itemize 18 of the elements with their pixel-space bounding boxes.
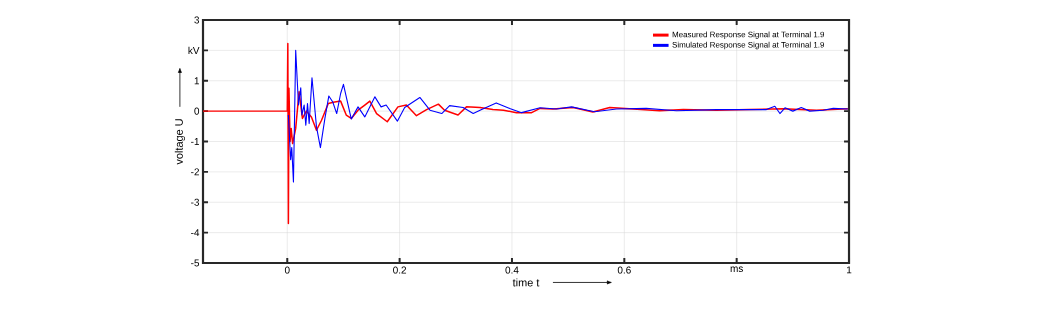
y-tick-label: -5 — [191, 259, 200, 267]
line-series — [287, 49, 849, 183]
x-tick-label: 1 — [847, 266, 852, 274]
y-axis-title: voltage U — [174, 119, 185, 165]
y-tick-label: -2 — [191, 168, 199, 176]
x-tick-label: 0.2 — [393, 266, 407, 274]
x-tick-label: 0.6 — [617, 266, 631, 274]
x-tick-label: 0 — [284, 266, 290, 274]
x-tick-label: 0.4 — [505, 266, 519, 274]
y-tick-label: -4 — [191, 229, 200, 237]
y-tick-label: 0 — [194, 107, 200, 115]
y-tick-label: kV — [188, 46, 200, 54]
y-tick-label: -3 — [191, 198, 200, 206]
y-tick-label: 3 — [194, 16, 200, 24]
x-axis-title: time t — [512, 278, 540, 287]
y-tick-label: 1 — [194, 77, 200, 85]
y-tick-label: -1 — [191, 138, 200, 145]
x-tick-label: ms — [730, 266, 743, 272]
